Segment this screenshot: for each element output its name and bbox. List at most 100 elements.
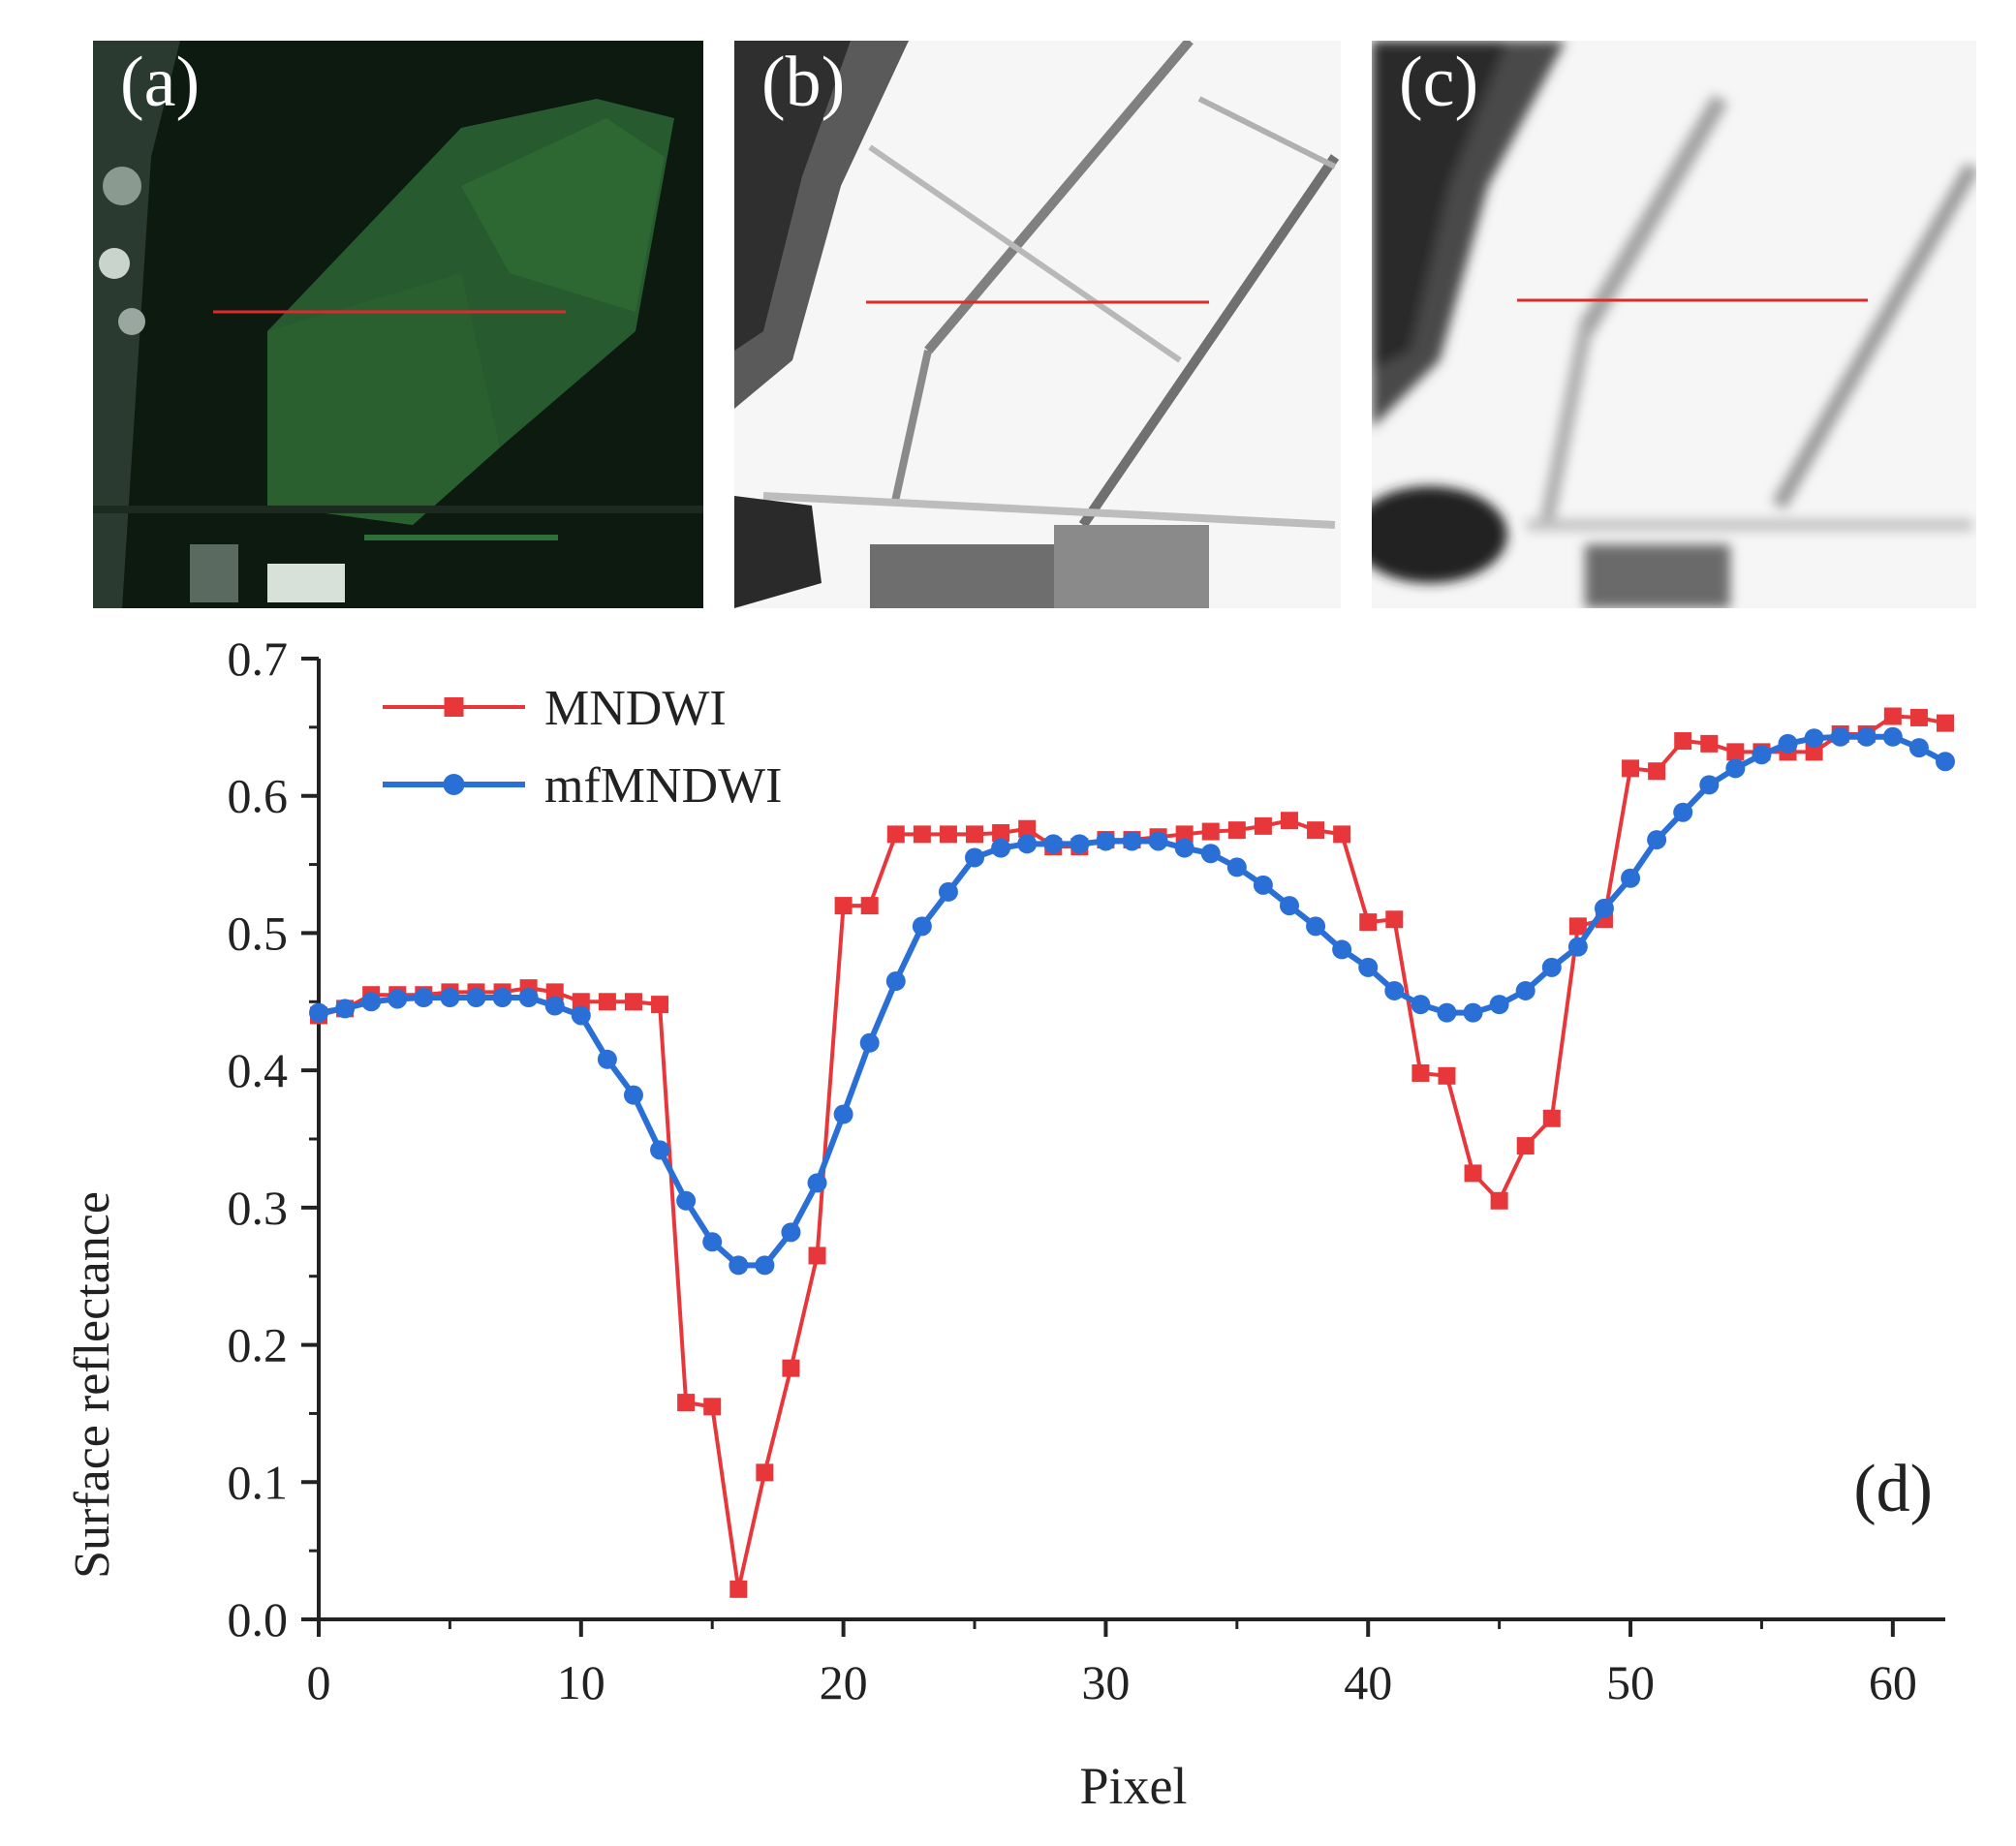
data-point-mfmndwi — [414, 988, 434, 1008]
data-point-mndwi — [598, 993, 616, 1011]
panel-d-label: (d) — [1853, 1452, 1933, 1526]
data-point-mndwi — [703, 1398, 722, 1416]
chart-legend: MNDWI mfMNDWI — [383, 681, 783, 814]
data-point-mfmndwi — [1908, 738, 1929, 758]
data-point-mfmndwi — [729, 1255, 749, 1276]
data-point-mndwi — [808, 1246, 826, 1265]
data-point-mndwi — [1674, 732, 1692, 751]
data-point-mfmndwi — [1830, 726, 1850, 747]
reflectance-line-chart: 0.0 0.1 0.2 0.3 0.4 0.5 0.6 0.7 0 10 20 30 40 50 60 M… — [65, 631, 1955, 1815]
data-point-mfmndwi — [1699, 775, 1720, 795]
data-point-mfmndwi — [309, 1002, 328, 1023]
panel-a-label: (a) — [120, 43, 201, 122]
data-point-mfmndwi — [938, 881, 958, 902]
data-point-mfmndwi — [1070, 834, 1090, 854]
data-point-mndwi — [1175, 825, 1194, 844]
data-point-mfmndwi — [1253, 875, 1273, 895]
data-point-mndwi — [1883, 707, 1902, 725]
data-point-mfmndwi — [912, 916, 932, 937]
data-point-mfmndwi — [991, 838, 1011, 858]
data-point-mfmndwi — [1936, 752, 1955, 772]
data-point-mfmndwi — [1567, 937, 1588, 957]
data-point-mfmndwi — [650, 1140, 670, 1160]
data-point-mfmndwi — [1778, 733, 1798, 754]
x-tick-label: 30 — [1081, 1655, 1130, 1709]
satellite-image — [93, 41, 703, 608]
data-point-mfmndwi — [1332, 939, 1352, 960]
x-tick-label: 10 — [557, 1655, 605, 1709]
data-point-mndwi — [1542, 1109, 1561, 1127]
data-point-mfmndwi — [859, 1032, 880, 1053]
data-point-mfmndwi — [1384, 980, 1405, 1000]
legend-marker-mndwi — [444, 697, 464, 717]
data-point-mfmndwi — [335, 999, 356, 1019]
data-point-mfmndwi — [1804, 728, 1824, 749]
data-point-mfmndwi — [1882, 726, 1903, 747]
y-tick-label: 0.0 — [228, 1592, 289, 1646]
data-point-mfmndwi — [1673, 802, 1693, 822]
data-point-mndwi — [572, 993, 590, 1011]
data-point-mfmndwi — [1358, 957, 1379, 977]
data-point-mfmndwi — [1856, 726, 1876, 747]
data-point-mndwi — [729, 1580, 748, 1598]
data-point-mfmndwi — [1647, 830, 1667, 850]
data-point-mndwi — [1333, 825, 1351, 844]
data-point-mfmndwi — [1043, 834, 1064, 854]
data-point-mndwi — [1516, 1137, 1535, 1155]
x-tick-label: 50 — [1606, 1655, 1655, 1709]
y-tick-label: 0.4 — [228, 1043, 289, 1097]
y-tick-label: 0.5 — [228, 906, 289, 960]
data-point-mfmndwi — [676, 1190, 697, 1211]
data-point-mfmndwi — [361, 992, 382, 1012]
data-point-mfmndwi — [388, 989, 408, 1009]
series-layer — [309, 707, 1955, 1598]
data-point-mndwi — [1568, 917, 1587, 936]
data-point-mndwi — [1359, 913, 1378, 932]
series-mfmndwi — [309, 726, 1955, 1276]
data-point-mfmndwi — [833, 1104, 853, 1124]
data-point-mndwi — [1438, 1066, 1456, 1085]
data-point-mfmndwi — [1489, 995, 1509, 1015]
legend-label-mndwi: MNDWI — [544, 681, 727, 736]
data-point-mfmndwi — [1148, 831, 1168, 851]
data-point-mfmndwi — [965, 847, 985, 868]
data-point-mndwi — [1018, 819, 1037, 838]
data-point-mndwi — [1490, 1191, 1508, 1210]
panel-c-mfmndwi-image: (c) — [1372, 41, 1976, 608]
data-point-mfmndwi — [1621, 868, 1641, 888]
data-point-mfmndwi — [702, 1232, 723, 1252]
y-axis-label: Surface reflectance — [65, 1191, 120, 1579]
data-point-mfmndwi — [1122, 831, 1142, 851]
panel-b-label: (b) — [761, 43, 846, 122]
data-point-mndwi — [1254, 816, 1272, 835]
data-point-mfmndwi — [755, 1255, 775, 1276]
data-point-mndwi — [1411, 1063, 1430, 1082]
data-point-mfmndwi — [492, 988, 512, 1008]
data-point-mfmndwi — [1463, 1002, 1483, 1023]
data-point-mndwi — [1622, 759, 1640, 778]
data-point-mndwi — [1227, 821, 1246, 840]
x-axis-ticks: 0 10 20 30 40 50 60 — [307, 1619, 1917, 1709]
data-point-mfmndwi — [807, 1173, 827, 1193]
x-tick-label: 40 — [1344, 1655, 1392, 1709]
data-point-mndwi — [1385, 910, 1404, 929]
data-point-mfmndwi — [1752, 745, 1772, 765]
panel-b-mndwi-image: (b) — [734, 41, 1341, 608]
legend-label-mfmndwi: mfMNDWI — [544, 758, 783, 814]
data-point-mfmndwi — [781, 1222, 801, 1243]
data-point-mfmndwi — [1411, 995, 1431, 1015]
legend-marker-mfmndwi — [443, 774, 465, 795]
data-point-mndwi — [1648, 762, 1666, 781]
data-point-mndwi — [1805, 743, 1823, 761]
y-tick-label: 0.6 — [228, 769, 289, 823]
data-point-mfmndwi — [1226, 857, 1247, 877]
data-point-mndwi — [886, 825, 905, 844]
data-point-mfmndwi — [623, 1085, 643, 1105]
data-point-mndwi — [1700, 734, 1719, 753]
data-point-mndwi — [966, 825, 984, 844]
x-axis-label: Pixel — [1079, 1757, 1187, 1815]
data-point-mndwi — [860, 897, 879, 915]
data-point-mfmndwi — [1279, 896, 1299, 916]
data-point-mndwi — [1307, 821, 1325, 840]
data-point-mfmndwi — [1306, 916, 1326, 937]
